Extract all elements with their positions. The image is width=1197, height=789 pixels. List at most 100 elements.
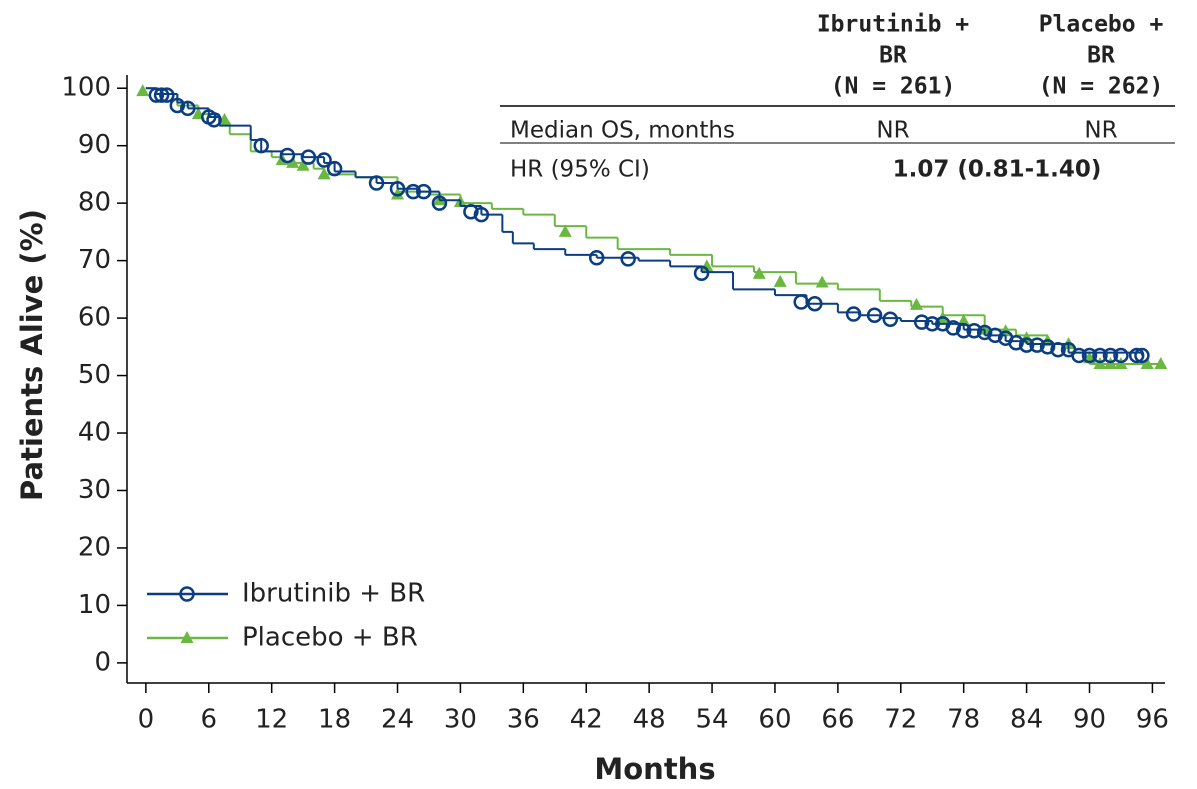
x-tick-label: 18 — [318, 705, 351, 735]
x-tick-label: 42 — [570, 705, 603, 735]
censor-marker — [300, 149, 317, 165]
table-header: (N = 261) — [831, 74, 956, 100]
censor-marker — [1154, 357, 1168, 370]
x-tick-label: 30 — [444, 705, 477, 735]
censor-marker — [987, 327, 1003, 344]
x-tick-label: 84 — [1010, 705, 1043, 735]
censor-marker — [253, 137, 269, 154]
censor-marker — [1081, 347, 1098, 364]
censor-marker — [389, 181, 406, 197]
y-tick-label: 90 — [78, 130, 111, 160]
censor-marker — [148, 87, 165, 103]
table-header: (N = 262) — [1039, 74, 1164, 100]
censor-marker — [1029, 337, 1045, 353]
censor-marker — [620, 251, 636, 267]
censor-marker — [955, 322, 972, 339]
legend-label: Placebo + BR — [242, 623, 418, 653]
x-tick-label: 12 — [255, 705, 288, 735]
y-tick-label: 10 — [78, 590, 111, 620]
x-tick-label: 54 — [696, 705, 729, 735]
table-header: Placebo + — [1039, 12, 1164, 38]
table-cell: NR — [1084, 118, 1117, 144]
censor-marker — [1092, 347, 1108, 364]
censor-marker — [1134, 347, 1150, 364]
censor-marker — [866, 307, 883, 323]
censor-marker — [558, 224, 572, 237]
legend-label: Ibrutinib + BR — [242, 579, 425, 609]
censor-marker — [169, 97, 186, 114]
x-tick-label: 60 — [758, 705, 791, 735]
censor-marker — [326, 160, 343, 177]
censor-marker — [279, 147, 296, 164]
censor-marker — [153, 87, 170, 103]
censor-marker — [463, 204, 479, 220]
censor-marker — [136, 84, 150, 97]
censor-marker — [1102, 347, 1119, 364]
y-axis-label: Patients Alive (%) — [15, 209, 49, 501]
censor-marker — [924, 316, 940, 332]
censor-marker — [976, 324, 993, 341]
censor-marker — [910, 297, 924, 310]
table-header: Ibrutinib + — [817, 12, 969, 38]
x-tick-label: 90 — [1073, 705, 1106, 735]
x-tick-label: 24 — [381, 705, 414, 735]
x-axis-label: Months — [594, 752, 715, 785]
x-tick-label: 6 — [201, 705, 218, 735]
x-tick-label: 48 — [633, 705, 666, 735]
censor-marker — [845, 306, 862, 322]
y-tick-label: 40 — [78, 418, 111, 448]
censor-marker — [431, 195, 448, 211]
censor-marker — [1128, 347, 1145, 364]
censor-marker — [815, 275, 829, 288]
table-cell: 1.07 (0.81-1.40) — [893, 157, 1102, 183]
censor-marker — [1113, 347, 1129, 364]
censor-marker — [286, 155, 300, 168]
table-header: BR — [879, 43, 907, 69]
censor-marker — [159, 87, 175, 103]
x-tick-label: 96 — [1136, 705, 1169, 735]
y-tick-label: 0 — [94, 647, 111, 677]
censor-marker — [316, 152, 332, 168]
censor-marker — [1039, 339, 1056, 355]
censor-marker — [206, 112, 222, 128]
censor-marker — [966, 322, 982, 339]
censor-marker — [882, 311, 899, 327]
censor-marker — [391, 187, 405, 200]
censor-marker — [773, 274, 787, 287]
censor-marker — [180, 100, 196, 117]
censor-marker — [1140, 357, 1154, 370]
censor-marker — [1008, 335, 1024, 351]
censor-marker — [914, 314, 930, 330]
censor-marker — [368, 175, 385, 191]
y-tick-label: 80 — [78, 188, 111, 218]
censor-marker — [296, 158, 310, 171]
censor-marker — [693, 265, 710, 282]
y-tick-label: 20 — [78, 532, 111, 562]
x-tick-label: 72 — [884, 705, 917, 735]
censor-marker — [317, 167, 331, 180]
x-tick-label: 36 — [507, 705, 540, 735]
y-tick-label: 70 — [78, 245, 111, 275]
censor-marker — [1071, 347, 1087, 364]
censor-marker — [1050, 341, 1066, 358]
censor-marker — [752, 266, 766, 279]
y-tick-label: 100 — [61, 73, 111, 103]
x-tick-label: 66 — [821, 705, 854, 735]
censor-marker — [405, 183, 421, 200]
table-header: BR — [1087, 43, 1115, 69]
y-tick-label: 60 — [78, 303, 111, 333]
legend-marker — [180, 631, 194, 643]
censor-marker — [807, 295, 823, 312]
censor-marker — [1018, 337, 1035, 353]
censor-marker — [473, 206, 490, 223]
table-cell: NR — [876, 118, 909, 144]
y-tick-label: 30 — [78, 475, 111, 505]
x-tick-label: 78 — [947, 705, 980, 735]
table-cell: HR (95% CI) — [510, 157, 650, 183]
censor-marker — [945, 320, 961, 336]
table-cell: Median OS, months — [510, 118, 735, 144]
censor-marker — [588, 249, 605, 266]
legend-marker — [179, 586, 195, 602]
